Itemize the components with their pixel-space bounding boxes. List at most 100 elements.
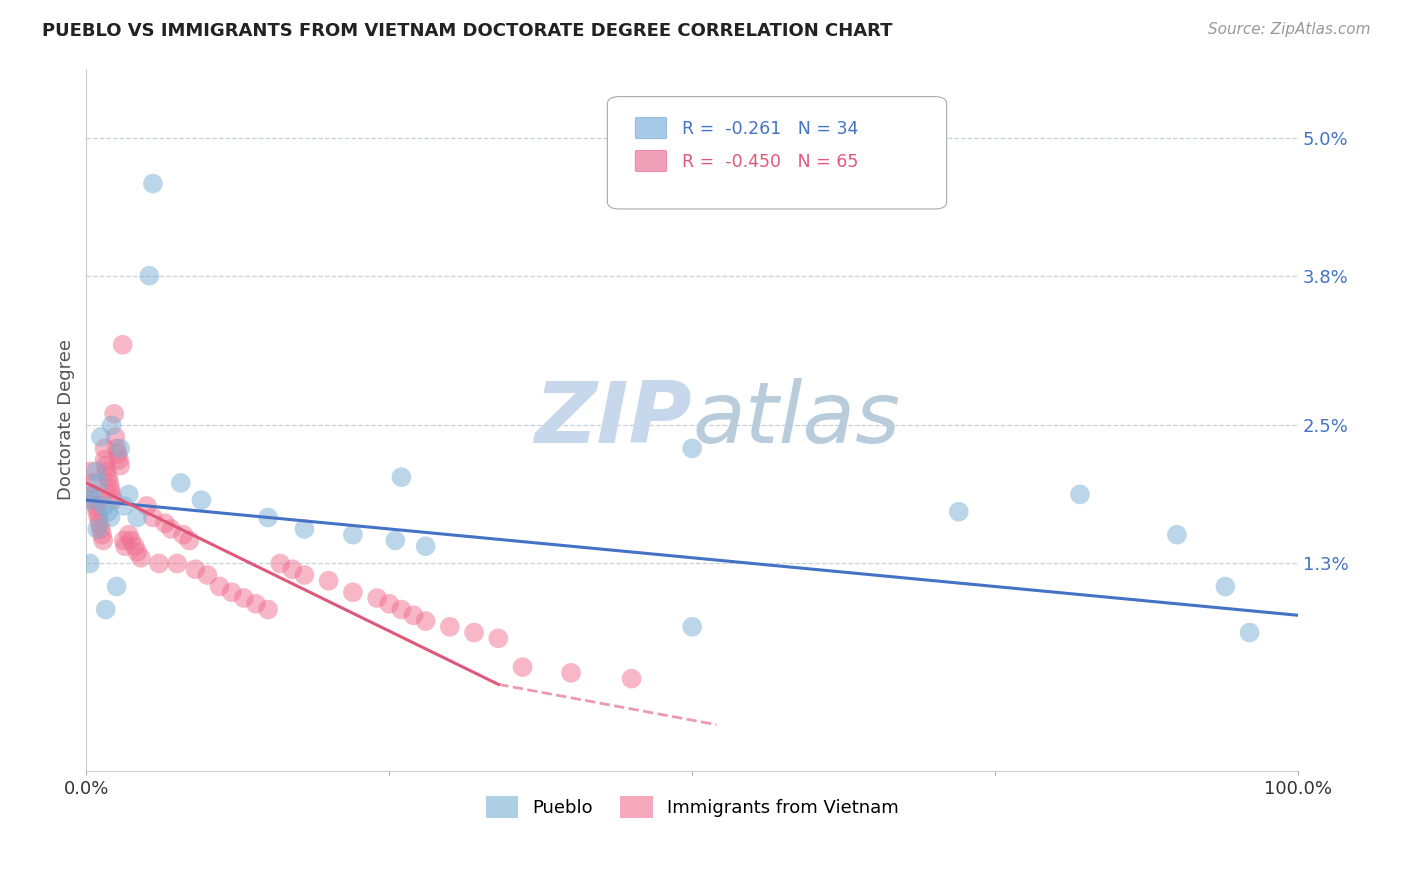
Point (148, 557, 170, 571)
Point (1215, 580, 1237, 594)
Point (415, 614, 437, 628)
Point (100, 510, 122, 524)
Point (208, 580, 231, 594)
Point (100, 418, 122, 433)
Point (184, 562, 207, 576)
Legend: Pueblo, Immigrants from Vietnam: Pueblo, Immigrants from Vietnam (478, 789, 905, 825)
Point (257, 602, 280, 616)
Point (294, 522, 316, 536)
Point (127, 510, 149, 524)
Point (142, 510, 165, 524)
Point (86, 522, 108, 536)
Point (153, 516, 176, 531)
Point (87, 475, 110, 490)
Point (82, 487, 104, 501)
Point (98, 475, 121, 490)
Point (107, 447, 129, 461)
Point (124, 539, 146, 553)
Point (512, 660, 534, 674)
Point (221, 585, 243, 599)
Point (135, 499, 157, 513)
Point (80, 493, 103, 508)
Point (384, 533, 406, 548)
Point (86, 505, 108, 519)
Point (79, 557, 101, 571)
FancyBboxPatch shape (607, 96, 946, 209)
Point (160, 522, 183, 536)
Point (342, 527, 364, 541)
Point (84, 464, 107, 478)
Point (389, 602, 412, 616)
Point (620, 672, 643, 686)
Point (112, 533, 135, 548)
Text: atlas: atlas (692, 378, 900, 461)
Point (90, 522, 112, 536)
Point (93, 442, 115, 456)
Point (114, 539, 136, 553)
Text: Source: ZipAtlas.com: Source: ZipAtlas.com (1208, 22, 1371, 37)
Point (96, 464, 118, 478)
Point (100, 487, 122, 501)
Point (83, 487, 105, 501)
Point (170, 475, 193, 490)
Point (118, 487, 141, 501)
Point (129, 550, 152, 565)
Point (84, 499, 107, 513)
Point (91, 527, 114, 541)
Point (560, 665, 582, 680)
Point (105, 442, 128, 456)
Point (91, 533, 114, 548)
Point (439, 620, 461, 634)
Point (1239, 625, 1261, 640)
Point (89, 516, 111, 531)
Point (269, 557, 291, 571)
Point (318, 574, 340, 588)
Point (190, 493, 212, 508)
Point (389, 470, 412, 484)
Point (1069, 487, 1091, 501)
Point (232, 591, 254, 605)
Point (118, 527, 141, 541)
Point (110, 458, 132, 473)
Y-axis label: Doctorate Degree: Doctorate Degree (58, 339, 75, 500)
Point (112, 499, 135, 513)
Text: ZIP: ZIP (534, 378, 692, 461)
FancyBboxPatch shape (636, 118, 666, 139)
Point (110, 442, 132, 456)
Point (111, 338, 134, 352)
Text: R =  -0.261   N = 34: R = -0.261 N = 34 (682, 120, 859, 138)
Point (87, 510, 110, 524)
Point (94, 458, 117, 473)
Point (105, 580, 128, 594)
Text: PUEBLO VS IMMIGRANTS FROM VIETNAM DOCTORATE DEGREE CORRELATION CHART: PUEBLO VS IMMIGRANTS FROM VIETNAM DOCTOR… (42, 22, 893, 40)
Point (108, 453, 131, 467)
Point (83, 493, 105, 508)
Point (138, 268, 160, 283)
FancyBboxPatch shape (636, 151, 666, 172)
Point (281, 562, 304, 576)
Text: R =  -0.450   N = 65: R = -0.450 N = 65 (682, 153, 859, 171)
Point (79, 464, 101, 478)
Point (93, 499, 115, 513)
Point (294, 568, 316, 582)
Point (378, 597, 401, 611)
Point (1166, 527, 1188, 541)
Point (681, 442, 703, 456)
Point (948, 505, 970, 519)
Point (245, 597, 267, 611)
Point (104, 430, 127, 444)
Point (172, 527, 194, 541)
Point (93, 453, 115, 467)
Point (402, 608, 425, 623)
Point (103, 407, 125, 421)
Point (101, 493, 124, 508)
Point (415, 539, 437, 553)
Point (90, 430, 112, 444)
Point (166, 557, 188, 571)
Point (82, 475, 104, 490)
Point (97, 505, 120, 519)
Point (179, 533, 201, 548)
Point (681, 620, 703, 634)
Point (486, 632, 509, 646)
Point (197, 568, 219, 582)
